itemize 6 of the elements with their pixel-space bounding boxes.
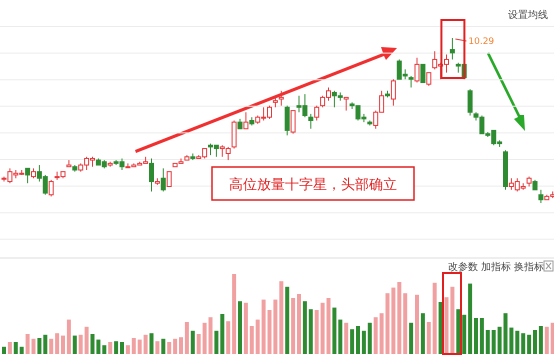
annotation: 10.29 <box>468 37 494 47</box>
text: 加指标 <box>481 261 511 273</box>
text: 改参数 <box>448 261 478 273</box>
text: 换指标 <box>514 261 544 273</box>
text: 设置均线 <box>508 9 548 21</box>
annotation: 高位放量十字星，头部确立 <box>229 177 397 193</box>
